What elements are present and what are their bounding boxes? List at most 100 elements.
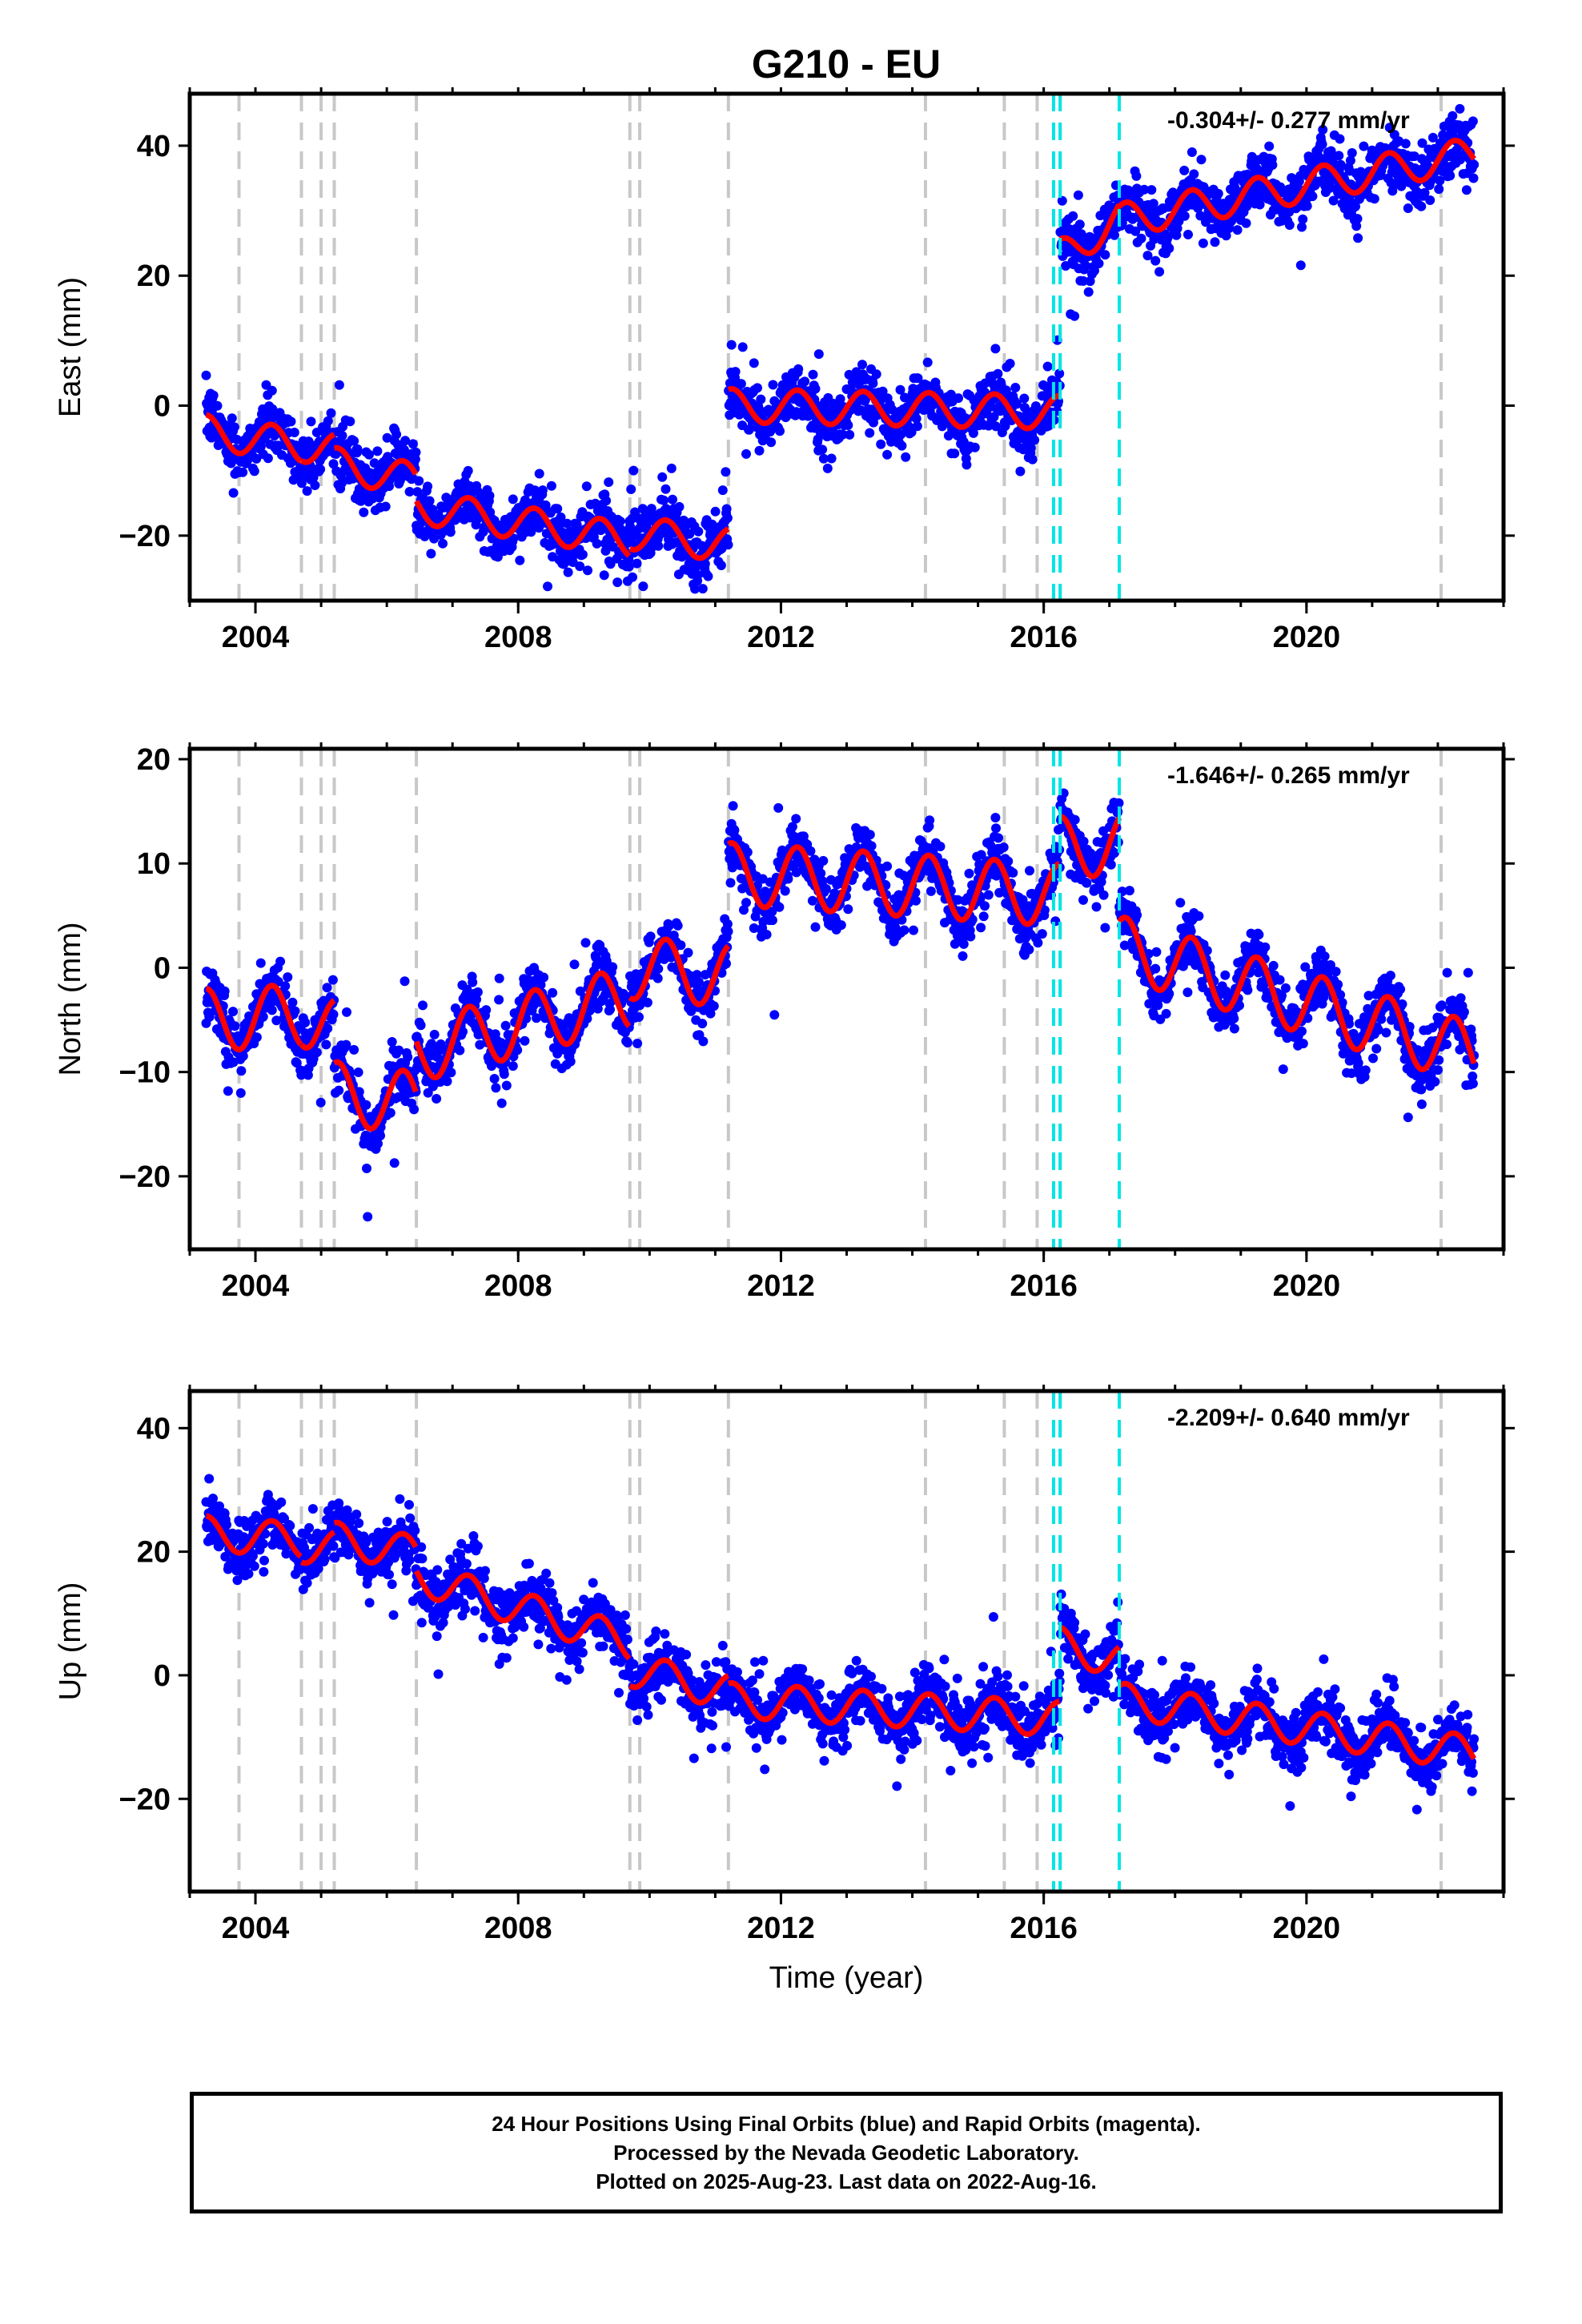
data-point [793,364,804,374]
data-point [283,972,293,983]
data-point [897,440,907,451]
data-point [577,549,588,560]
data-point [1070,311,1080,321]
data-point [913,373,923,384]
data-point [1183,229,1193,239]
data-point [1447,111,1458,121]
data-point [1150,963,1161,974]
data-point [236,1066,247,1076]
data-point [1124,886,1134,896]
data-point [723,927,733,937]
data-point [326,408,336,418]
data-point [556,512,566,522]
data-point [275,956,286,967]
data-point [1345,155,1355,166]
data-point [404,487,415,497]
data-point [632,1039,643,1048]
data-point [546,480,556,491]
data-point [537,485,548,496]
data-point [615,517,625,526]
data-point [235,1088,246,1098]
data-point [991,421,1001,432]
data-point [424,496,435,506]
data-point [1078,895,1088,905]
data-point [1254,930,1264,940]
data-point [661,484,671,494]
data-point [761,930,772,939]
data-point [328,459,339,469]
data-point [912,421,922,432]
data-point [728,801,738,811]
data-point [1297,222,1307,232]
data-point [1325,183,1335,193]
data-point [208,390,219,400]
data-point [657,472,668,482]
data-point [791,814,801,824]
data-point [1220,970,1231,980]
data-point [604,477,614,488]
data-point [1255,199,1265,210]
data-point [970,442,980,452]
data-point [683,947,693,958]
data-point [1221,231,1231,241]
data-point [1317,139,1327,150]
data-point [817,444,828,455]
data-point [810,922,821,932]
data-point [882,861,893,871]
data-point [563,567,573,577]
data-point [1132,910,1142,920]
data-point [1136,233,1146,243]
data-point [336,478,347,489]
data-point [1334,151,1344,161]
data-point [1213,188,1223,199]
data-point [400,976,410,987]
data-point [543,581,552,592]
data-point [1139,184,1150,195]
data-point [703,571,713,581]
data-point [349,1044,359,1055]
data-point [238,467,248,477]
data-point [1280,983,1291,993]
data-point [258,1011,268,1022]
data-point [980,901,990,911]
data-point [1427,132,1438,143]
data-point [989,412,999,422]
data-point [693,526,704,537]
data-point [1461,185,1472,195]
data-point [837,429,848,440]
data-point [780,886,790,896]
data-point [605,1004,615,1015]
model-line-east [204,137,1476,561]
data-point [411,447,421,457]
data-point [353,1068,363,1077]
data-point [287,997,298,1007]
data-point [472,987,483,997]
data-point [869,417,878,428]
data-point [572,520,582,530]
data-point [1369,194,1379,204]
data-point [911,413,921,424]
data-point [255,958,266,968]
data-point [628,572,637,582]
data-point [877,386,888,396]
data-point [387,1037,397,1047]
data-point [1353,233,1363,243]
data-point [774,902,785,912]
data-point [767,915,777,926]
data-point [1260,942,1271,952]
data-point [652,973,663,983]
data-point [925,815,935,826]
data-point [624,561,634,572]
data-point [1163,231,1173,242]
data-point [592,538,602,549]
data-point [1148,199,1158,209]
data-point [334,1085,344,1096]
data-point [520,1035,530,1046]
data-point [876,439,886,449]
data-point [472,514,482,525]
data-point [722,513,733,523]
x-tick-label: 2008 [484,621,552,654]
data-point [753,383,762,393]
data-point [1082,878,1092,888]
